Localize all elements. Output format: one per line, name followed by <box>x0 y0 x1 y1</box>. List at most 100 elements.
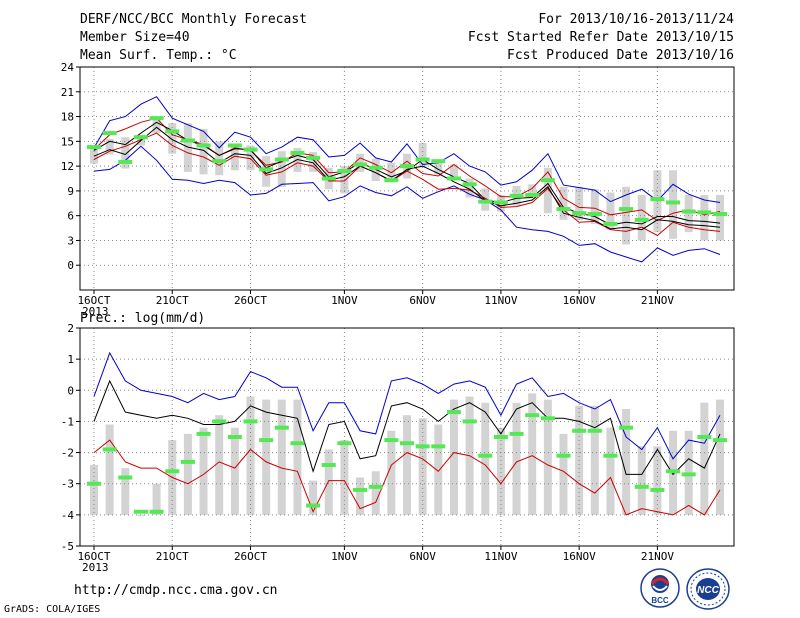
temp-ytick-label: 18 <box>61 111 74 124</box>
prec-observed-marker <box>713 438 727 443</box>
prec-observed-marker <box>196 431 211 436</box>
prec-observed-marker <box>697 435 712 439</box>
prec-observed-marker <box>384 438 399 443</box>
prec-spread-bar <box>262 399 271 515</box>
prec-xtick-label: 11NOV <box>484 550 517 563</box>
prec-spread-bar <box>418 418 427 515</box>
prec-ytick-label: -2 <box>61 447 74 460</box>
prec-spread-bar <box>700 402 709 515</box>
prec-observed-marker <box>587 428 602 433</box>
temp-xtick-label: 11NOV <box>484 294 517 307</box>
prec-observed-marker <box>572 428 587 433</box>
prec-observed-marker <box>290 441 305 446</box>
temp-spread-bar <box>199 128 208 175</box>
prec-xtick-label: 16NOV <box>563 550 596 563</box>
prec-observed-marker <box>180 459 195 464</box>
temp-series-line <box>93 117 721 222</box>
prec-observed-marker <box>149 509 164 514</box>
temp-observed-marker <box>274 157 289 162</box>
temp-spread-bar <box>215 141 224 176</box>
temp-spread-bar <box>606 192 615 230</box>
temp-spread-bar <box>309 152 318 172</box>
temp-observed-marker <box>462 182 477 187</box>
prec-ytick-label: -1 <box>61 415 74 428</box>
prec-observed-marker <box>368 484 383 489</box>
temp-observed-marker <box>337 169 352 174</box>
temp-ytick-label: 24 <box>61 61 75 74</box>
prec-spread-bar <box>152 483 161 515</box>
temp-ytick-label: 6 <box>67 210 74 223</box>
temp-xtick-label: 2013 <box>82 305 109 318</box>
prec-series-line <box>93 379 721 476</box>
temp-spread-bar <box>152 118 161 134</box>
prec-ytick-label: -3 <box>61 478 74 491</box>
svg-text:NCC: NCC <box>697 585 719 596</box>
prec-observed-marker <box>634 484 649 489</box>
temp-spread-bar <box>168 123 177 154</box>
temp-observed-marker <box>118 159 133 164</box>
temp-spread-bar <box>277 151 286 187</box>
prec-observed-marker <box>462 419 477 424</box>
prec-observed-marker <box>650 487 665 492</box>
temp-ytick-label: 12 <box>61 160 74 173</box>
prec-spread-bar <box>246 396 255 515</box>
prec-spread-bar <box>293 399 302 515</box>
temp-series-line <box>93 132 721 237</box>
temp-observed-marker <box>400 164 414 169</box>
temp-observed-marker <box>666 200 681 205</box>
prec-observed-marker <box>337 441 352 446</box>
temp-ytick-label: 3 <box>67 234 74 247</box>
prec-observed-marker <box>540 416 555 421</box>
temp-observed-marker <box>149 116 164 121</box>
temp-observed-marker <box>697 210 712 215</box>
temp-observed-marker <box>493 200 508 205</box>
prec-observed-marker <box>87 481 101 486</box>
temp-observed-marker <box>572 211 587 216</box>
chart-title: DERF/NCC/BCC Monthly Forecast <box>80 12 307 27</box>
temp-observed-marker <box>306 155 321 160</box>
temp-observed-marker <box>681 209 696 214</box>
prec-series-line <box>93 351 721 460</box>
forecast-produced-date: Fcst Produced Date 2013/10/16 <box>507 48 734 63</box>
prec-observed-marker <box>321 463 336 468</box>
temp-xtick-label: 16OCT <box>77 294 110 307</box>
prec-xtick-label: 1NOV <box>331 550 358 563</box>
temp-observed-marker <box>259 167 274 172</box>
prec-xtick-label: 16OCT <box>77 550 110 563</box>
temp-ytick-label: 15 <box>61 135 74 148</box>
prec-spread-bar <box>543 399 552 515</box>
prec-spread-bar <box>590 405 599 515</box>
forecast-start-date: Fcst Started Refer Date 2013/10/15 <box>467 30 734 45</box>
ncc-logo: NCC <box>686 568 730 610</box>
prec-spread-bar <box>277 399 286 515</box>
prec-observed-marker <box>212 419 227 424</box>
prec-spread-bar <box>449 399 458 515</box>
prec-observed-marker <box>446 410 461 415</box>
prec-observed-marker <box>400 441 414 446</box>
prec-spread-bar <box>356 477 365 515</box>
prec-observed-marker <box>681 472 696 477</box>
prec-spread-bar <box>528 393 537 515</box>
prec-spread-bar <box>481 402 490 515</box>
temp-observed-marker <box>509 193 524 198</box>
temp-observed-marker <box>478 199 493 204</box>
temp-observed-marker <box>634 217 649 222</box>
temp-spread-bar <box>716 195 724 241</box>
prec-observed-marker <box>415 444 430 449</box>
prec-observed-marker <box>603 453 618 458</box>
prec-xtick-label: 26OCT <box>234 550 267 563</box>
temp-spread-bar <box>684 195 693 233</box>
temp-observed-marker <box>180 138 195 143</box>
temp-xtick-label: 1NOV <box>331 294 358 307</box>
prec-spread-bar <box>716 399 724 515</box>
prec-panel-title: Prec.: log(mm/d) <box>80 311 205 326</box>
temp-xtick-label: 21NOV <box>641 294 674 307</box>
prec-observed-marker <box>478 453 493 458</box>
temp-observed-marker <box>165 129 180 134</box>
temp-series-line <box>93 96 721 203</box>
temp-spread-bar <box>543 167 552 214</box>
prec-observed-marker <box>274 425 289 430</box>
temp-observed-marker <box>353 162 368 167</box>
